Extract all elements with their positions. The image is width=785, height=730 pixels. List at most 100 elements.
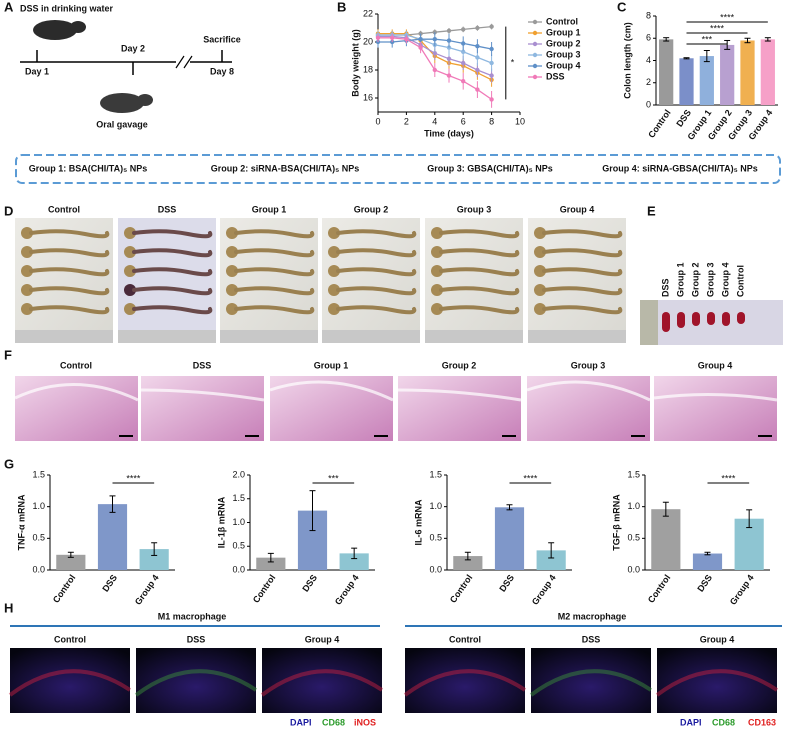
fluorescence-detail (403, 669, 527, 697)
x-tick-label: Control (51, 573, 78, 605)
point (446, 56, 452, 61)
point (375, 35, 381, 40)
point (461, 41, 466, 46)
histology-image (398, 376, 521, 441)
point (404, 37, 409, 42)
point (489, 73, 494, 78)
x-tick-label: Control (646, 108, 673, 140)
panel-letter: E (647, 203, 656, 218)
bar (339, 553, 369, 570)
image-label: Group 2 (442, 360, 477, 370)
image-label: Control (60, 360, 92, 370)
colon-cecum (124, 227, 136, 239)
image-label: Group 4 (698, 360, 733, 370)
colon-tissue (542, 286, 623, 296)
colon-tissue (29, 305, 110, 315)
y-tick-label: 2 (646, 77, 651, 87)
x-tick-label: 8 (489, 116, 494, 126)
legend-marker (532, 19, 538, 25)
colon-tissue (234, 229, 315, 239)
histology-detail (397, 388, 522, 402)
bar (97, 504, 128, 570)
y-tick-label: 22 (363, 8, 373, 18)
colon-photo (118, 218, 216, 343)
ruler (220, 330, 318, 343)
stain-label: iNOS (354, 717, 376, 727)
fluorescence-detail (8, 669, 132, 697)
point (432, 67, 437, 73)
ruler (640, 300, 658, 345)
panel-letter: F (4, 347, 12, 362)
x-tick-label: 0 (375, 116, 380, 126)
colon-tissue (336, 305, 417, 315)
y-tick-label: 0 (646, 99, 651, 109)
photo-label: DSS (660, 278, 670, 297)
label: Day 2 (121, 43, 145, 53)
ruler (118, 330, 216, 343)
panel-letter: B (337, 0, 346, 14)
label: Day 8 (210, 66, 234, 76)
point (489, 60, 494, 66)
colon-cecum (226, 265, 238, 277)
colon-photo (425, 218, 523, 343)
mouse-icon (33, 20, 77, 40)
group-description: Group 1: BSA(CHI/TA)₅ NPs (29, 163, 147, 173)
point (418, 37, 423, 42)
colon-tissue (336, 267, 417, 277)
stain-label: CD163 (748, 717, 776, 727)
y-axis-label: Body weight (g) (350, 29, 360, 97)
colon-cecum (328, 265, 340, 277)
colon-cecum (124, 303, 136, 315)
label: Sacrifice (203, 34, 241, 44)
significance: **** (523, 473, 538, 483)
y-tick-label: 0.5 (32, 533, 45, 543)
colon-tissue (29, 229, 110, 239)
significance: *** (328, 473, 339, 483)
point (475, 67, 480, 73)
histology-detail (269, 380, 394, 402)
x-tick-label: DSS (497, 573, 516, 594)
colon-tissue (234, 305, 315, 315)
y-tick-label: 4 (646, 55, 651, 65)
group-banner (15, 154, 781, 184)
colon-tissue (29, 248, 110, 258)
photo-label: Control (735, 265, 745, 297)
panel-letter: H (4, 600, 13, 615)
bar (659, 39, 674, 105)
bar (494, 507, 525, 570)
photo-label: Group 4 (720, 262, 730, 297)
y-tick-label: 1.0 (32, 501, 45, 511)
histology-detail (653, 392, 778, 402)
y-tick-label: 1.5 (32, 469, 45, 479)
colon-cecum (431, 246, 443, 258)
colon-tissue (132, 286, 213, 296)
colon-photo (528, 218, 626, 343)
y-tick-label: 1.0 (232, 517, 245, 527)
photo-label: Group 1 (675, 262, 685, 297)
point (489, 46, 494, 52)
fluorescence-detail (655, 669, 779, 697)
y-axis-label: Colon length (cm) (622, 22, 632, 99)
colon-cecum (534, 246, 546, 258)
colon-tissue (132, 267, 213, 277)
y-tick-label: 0.5 (232, 541, 245, 551)
y-axis-label: IL-1β mRNA (216, 496, 226, 548)
image-label: Group 4 (700, 634, 735, 644)
histology-image (270, 376, 393, 441)
image-label: Control (449, 634, 481, 644)
image-label: Control (54, 634, 86, 644)
point (461, 27, 466, 32)
colon-cecum (328, 284, 340, 296)
bar (139, 549, 169, 570)
photo-label: Control (48, 204, 80, 214)
colon-tissue (439, 267, 520, 277)
colon-cecum (534, 265, 546, 277)
colon-cecum (534, 303, 546, 315)
y-tick-label: 0.0 (429, 564, 442, 574)
mouse-icon (70, 21, 86, 33)
x-tick-label: DSS (300, 573, 319, 594)
x-tick-label: DSS (695, 573, 714, 594)
bar (699, 56, 714, 105)
point (432, 37, 437, 42)
bar (740, 40, 755, 105)
